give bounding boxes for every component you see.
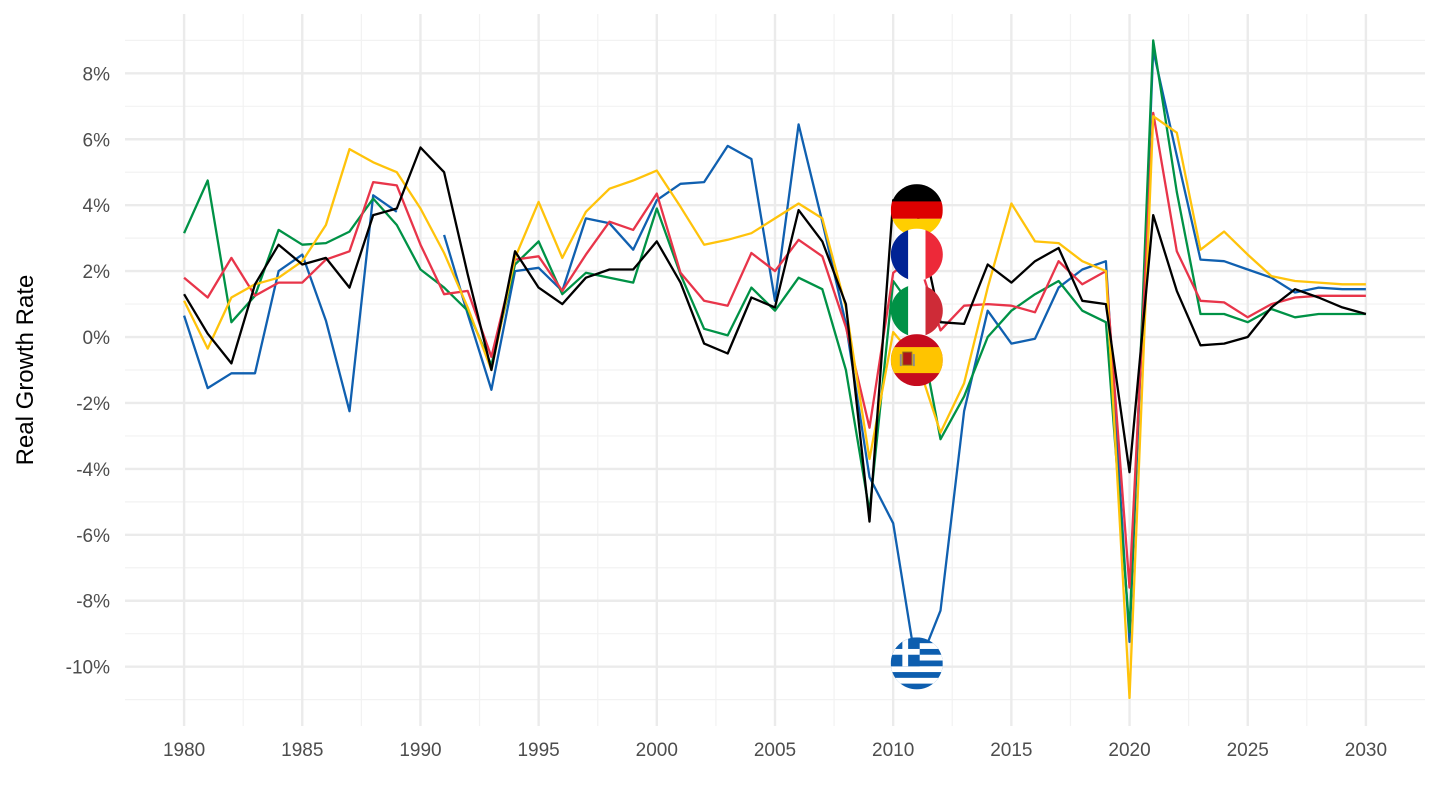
x-tick-label: 1990 bbox=[399, 740, 441, 761]
y-tick-label: 8% bbox=[83, 64, 111, 85]
x-axis-tick-labels: 1980 1985 1990 1995 2000 2005 2010 2015 2020 2025… bbox=[163, 740, 1387, 761]
y-axis-title: Real Growth Rate bbox=[12, 275, 39, 466]
x-tick-label: 1995 bbox=[517, 740, 559, 761]
italy-flag-icon bbox=[890, 284, 943, 337]
flag-markers bbox=[890, 184, 943, 690]
series-line-greece bbox=[183, 49, 1366, 672]
x-tick-label: 2015 bbox=[990, 740, 1032, 761]
series-line-italy bbox=[183, 39, 1366, 634]
y-tick-label: 2% bbox=[83, 262, 111, 283]
y-tick-label: -10% bbox=[66, 658, 110, 679]
greece-flag-icon bbox=[890, 637, 943, 690]
series-lines bbox=[183, 39, 1367, 700]
y-tick-label: 0% bbox=[83, 328, 111, 349]
france-flag-icon bbox=[890, 228, 943, 281]
series-line-spain bbox=[183, 115, 1366, 700]
spain-flag-icon bbox=[890, 334, 943, 387]
series-line-germany bbox=[183, 146, 1367, 523]
x-tick-label: 2020 bbox=[1108, 740, 1150, 761]
y-tick-label: -2% bbox=[76, 394, 110, 415]
x-tick-label: 2010 bbox=[872, 740, 914, 761]
x-tick-label: 1980 bbox=[163, 740, 205, 761]
x-tick-label: 1985 bbox=[281, 740, 323, 761]
y-tick-label: -4% bbox=[76, 460, 110, 481]
series-line-france bbox=[183, 111, 1366, 589]
y-tick-label: -6% bbox=[76, 526, 110, 547]
major-gridlines bbox=[125, 14, 1425, 726]
x-tick-label: 2005 bbox=[754, 740, 796, 761]
x-tick-label: 2030 bbox=[1345, 740, 1387, 761]
y-tick-label: 4% bbox=[83, 196, 111, 217]
x-tick-label: 2025 bbox=[1227, 740, 1269, 761]
germany-flag-icon bbox=[890, 184, 943, 237]
y-tick-label: -8% bbox=[76, 592, 110, 613]
y-axis-tick-labels: -10% -8% -6% -4% -2% 0% 2% 4% 6% 8% bbox=[66, 64, 110, 678]
x-tick-label: 2000 bbox=[636, 740, 678, 761]
y-tick-label: 6% bbox=[83, 130, 111, 151]
